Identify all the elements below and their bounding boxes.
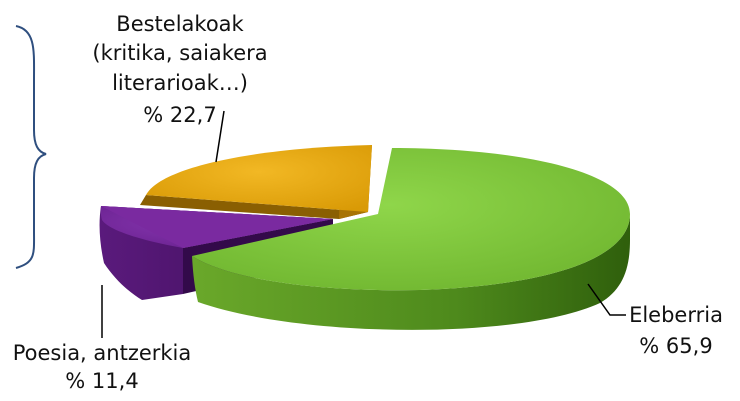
label-bestelakoak-line-3: literarioak…) — [112, 71, 248, 95]
brace-annotation — [15, 25, 47, 269]
label-eleberria-name: Eleberria — [629, 303, 723, 327]
label-bestelakoak-line-1: Bestelakoak — [116, 12, 244, 36]
slice-eleberria — [192, 148, 630, 330]
label-bestelakoak-line-2: (kritika, saiakera — [92, 41, 267, 65]
label-poesia: Poesia, antzerkia % 11,4 — [13, 341, 192, 393]
slice-eleberria-side — [192, 214, 630, 330]
leader-line-eleberria — [587, 283, 626, 316]
leader-line-bestelakoak — [215, 110, 225, 163]
label-eleberria: Eleberria % 65,9 — [629, 303, 723, 358]
slice-bestelakoak — [140, 145, 372, 219]
label-bestelakoak-value: % 22,7 — [143, 103, 216, 127]
slice-eleberria-top — [192, 148, 630, 291]
label-bestelakoak: Bestelakoak (kritika, saiakera literario… — [92, 12, 267, 127]
label-eleberria-value: % 65,9 — [639, 334, 712, 358]
slice-bestelakoak-top — [146, 145, 372, 212]
label-poesia-value: % 11,4 — [65, 369, 138, 393]
slice-bestelakoak-side — [140, 195, 368, 219]
label-poesia-name: Poesia, antzerkia — [13, 341, 192, 365]
